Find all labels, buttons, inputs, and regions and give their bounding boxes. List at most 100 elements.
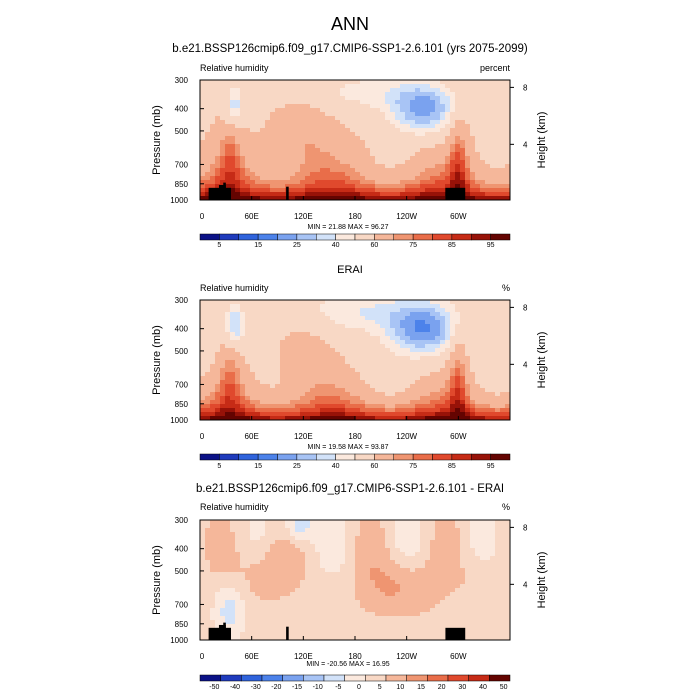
contour-cell	[430, 328, 436, 333]
contour-cell	[300, 196, 306, 201]
contour-cell	[405, 152, 411, 157]
contour-cell	[240, 536, 246, 541]
contour-cell	[505, 192, 511, 197]
contour-cell	[505, 316, 511, 321]
contour-cell	[410, 108, 416, 113]
contour-cell	[390, 340, 396, 345]
contour-cell	[295, 96, 301, 101]
contour-cell	[215, 324, 221, 329]
contour-cell	[335, 328, 341, 333]
contour-cell	[505, 388, 511, 393]
contour-cell	[295, 392, 301, 397]
contour-cell	[435, 368, 441, 373]
contour-cell	[200, 196, 206, 201]
contour-cell	[230, 144, 236, 149]
contour-cell	[230, 592, 236, 597]
contour-cell	[430, 572, 436, 577]
contour-cell	[255, 548, 261, 553]
contour-cell	[390, 344, 396, 349]
contour-cell	[210, 520, 216, 525]
contour-cell	[375, 96, 381, 101]
contour-cell	[445, 548, 451, 553]
contour-cell	[380, 124, 386, 129]
contour-cell	[360, 360, 366, 365]
contour-cell	[480, 352, 486, 357]
contour-cell	[365, 528, 371, 533]
contour-cell	[465, 136, 471, 141]
contour-cell	[300, 356, 306, 361]
contour-cell	[265, 544, 271, 549]
contour-cell	[505, 548, 511, 553]
contour-cell	[430, 408, 436, 413]
contour-cell	[330, 576, 336, 581]
contour-cell	[295, 592, 301, 597]
contour-cell	[275, 580, 281, 585]
contour-cell	[500, 568, 506, 573]
contour-cell	[310, 380, 316, 385]
contour-cell	[315, 552, 321, 557]
contour-cell	[250, 540, 256, 545]
contour-cell	[455, 124, 461, 129]
contour-cell	[255, 196, 261, 201]
contour-cell	[380, 580, 386, 585]
contour-cell	[335, 528, 341, 533]
contour-cell	[300, 324, 306, 329]
contour-cell	[305, 584, 311, 589]
contour-cell	[340, 196, 346, 201]
contour-cell	[210, 112, 216, 117]
contour-cell	[420, 532, 426, 537]
contour-cell	[490, 532, 496, 537]
contour-cell	[465, 196, 471, 201]
contour-cell	[375, 300, 381, 305]
contour-cell	[310, 304, 316, 309]
contour-cell	[275, 584, 281, 589]
contour-cell	[485, 544, 491, 549]
contour-cell	[240, 324, 246, 329]
contour-cell	[370, 360, 376, 365]
contour-cell	[335, 552, 341, 557]
contour-cell	[420, 108, 426, 113]
contour-cell	[410, 320, 416, 325]
contour-cell	[380, 116, 386, 121]
contour-cell	[460, 92, 466, 97]
contour-cell	[270, 304, 276, 309]
contour-cell	[330, 348, 336, 353]
contour-cell	[315, 148, 321, 153]
contour-cell	[395, 576, 401, 581]
contour-cell	[235, 592, 241, 597]
contour-cell	[420, 156, 426, 161]
contour-cell	[435, 324, 441, 329]
contour-cell	[435, 520, 441, 525]
contour-cell	[350, 128, 356, 133]
contour-cell	[275, 340, 281, 345]
contour-cell	[255, 188, 261, 193]
contour-cell	[445, 372, 451, 377]
contour-cell	[230, 300, 236, 305]
contour-cell	[460, 152, 466, 157]
contour-cell	[340, 576, 346, 581]
colorbar-swatch	[238, 233, 259, 241]
contour-cell	[410, 192, 416, 197]
contour-cell	[330, 184, 336, 189]
contour-cell	[410, 160, 416, 165]
contour-cell	[255, 568, 261, 573]
contour-cell	[385, 388, 391, 393]
contour-cell	[465, 344, 471, 349]
contour-cell	[270, 532, 276, 537]
contour-cell	[345, 348, 351, 353]
contour-cell	[350, 196, 356, 201]
contour-cell	[385, 332, 391, 337]
contour-cell	[325, 80, 331, 85]
contour-cell	[315, 384, 321, 389]
contour-cell	[430, 160, 436, 165]
contour-cell	[390, 364, 396, 369]
contour-cell	[225, 360, 231, 365]
contour-cell	[260, 136, 266, 141]
contour-cell	[205, 128, 211, 133]
contour-cell	[465, 312, 471, 317]
contour-cell	[385, 564, 391, 569]
contour-cell	[440, 96, 446, 101]
contour-cell	[245, 308, 251, 313]
contour-cell	[375, 528, 381, 533]
contour-cell	[220, 304, 226, 309]
